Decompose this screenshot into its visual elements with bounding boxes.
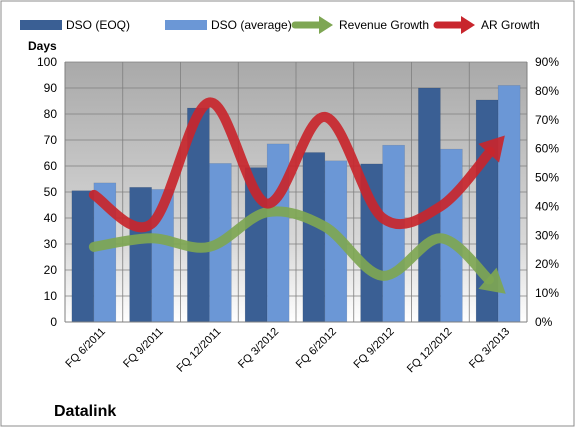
revenue-growth-line: [88, 206, 494, 285]
legend-label-dso-eoq-: DSO (EOQ): [66, 18, 130, 32]
growth-lines: [88, 97, 506, 294]
y2-tick-label: 70%: [535, 113, 559, 127]
y2-tick-label: 30%: [535, 228, 559, 242]
legend-swatch-dso-average-: [165, 20, 207, 30]
legend-label-dso-average-: DSO (average): [211, 18, 292, 32]
y2-tick-label: 0%: [535, 315, 553, 329]
y-tick-label: 80: [44, 107, 58, 121]
y2-tick-label: 80%: [535, 84, 559, 98]
y-tick-label: 20: [44, 263, 58, 277]
y2-tick-label: 50%: [535, 171, 559, 185]
revenue-growth-arrowhead: [478, 267, 506, 294]
bar-dso-average-: [382, 144, 405, 323]
legend-label-ar-growth: AR Growth: [481, 18, 540, 32]
y-tick-label: 30: [44, 237, 58, 251]
y2-tick-label: 90%: [535, 55, 559, 69]
y2-tick-label: 20%: [535, 257, 559, 271]
y-tick-label: 70: [44, 133, 58, 147]
y-tick-label: 40: [44, 211, 58, 225]
y-axis-title: Days: [28, 39, 57, 53]
bar-dso-eoq-: [129, 187, 152, 323]
y-tick-label: 60: [44, 159, 58, 173]
bar-dso-eoq-: [71, 190, 95, 323]
y-tick-label: 0: [50, 315, 57, 329]
ar-growth-line: [88, 97, 496, 233]
legend-label-revenue-growth: Revenue Growth: [339, 18, 429, 32]
y-tick-label: 50: [44, 185, 58, 199]
legend: DSO (EOQ) DSO (average) Revenue Growth AR G…: [20, 16, 540, 34]
legend-arrowhead-revenue-growth: [319, 16, 333, 34]
y-tick-label: 100: [37, 55, 57, 69]
bar-dso-eoq-: [302, 152, 326, 323]
chart-title: Datalink: [54, 403, 116, 420]
bar-dso-average-: [266, 143, 290, 323]
legend-swatch-dso-eoq-: [20, 20, 62, 30]
y2-tick-label: 10%: [535, 286, 559, 300]
y2-tick-label: 40%: [535, 199, 559, 213]
y-tick-label: 10: [44, 289, 58, 303]
ar-growth-arrowhead: [478, 135, 505, 163]
y-tick-label: 90: [44, 81, 58, 95]
y2-tick-label: 60%: [535, 142, 559, 156]
legend-arrowhead-ar-growth: [461, 16, 475, 34]
